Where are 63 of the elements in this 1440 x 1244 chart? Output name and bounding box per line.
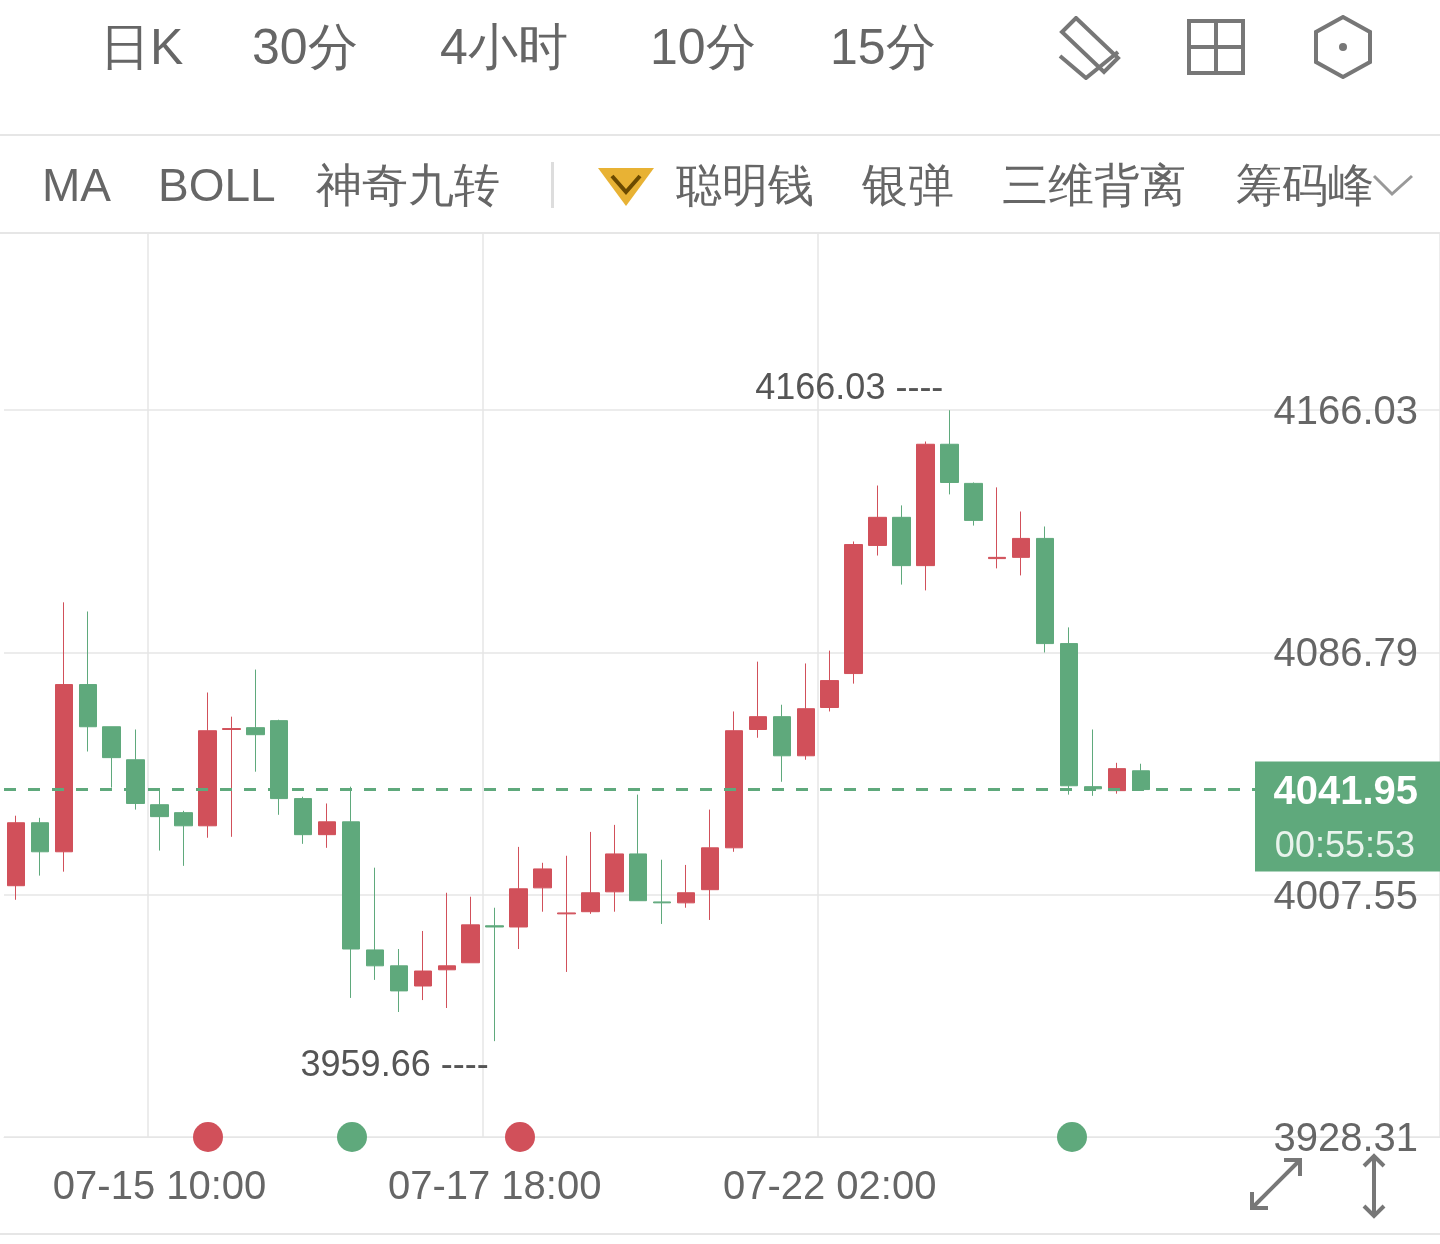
text: MA [42, 159, 112, 211]
annotation: 4166.03 ---- [755, 365, 944, 407]
candlestick [701, 809, 719, 921]
y-tick-label: 4086.79 [1273, 630, 1418, 675]
candlestick [797, 662, 815, 761]
candlestick [677, 864, 695, 909]
candlestick [174, 810, 193, 867]
x-tick-label: 07-22 02:00 [722, 1163, 937, 1207]
candlestick [820, 650, 839, 712]
candlestick [366, 867, 384, 981]
candlestick [964, 481, 983, 527]
candlestick [7, 815, 25, 901]
candlestick [198, 692, 217, 839]
text: 日K [100, 19, 184, 75]
candlestick [725, 710, 743, 853]
candlestick [605, 824, 624, 913]
text: 神奇九转 [316, 159, 500, 211]
candlestick [581, 831, 600, 915]
y-tick-label: 4166.03 [1273, 388, 1418, 433]
candlestick [222, 716, 241, 838]
text: 聪明钱 [676, 159, 814, 211]
text: 30分 [252, 19, 358, 75]
y-tick-label: 3928.31 [1273, 1115, 1418, 1159]
candlestick [533, 862, 552, 913]
candlestick [438, 892, 456, 1009]
x-tick-label: 07-17 18:00 [387, 1163, 602, 1207]
candlestick [31, 817, 49, 877]
candlestick [485, 907, 504, 1042]
y-tick-label: 4007.55 [1273, 872, 1418, 917]
candlestick [294, 796, 312, 845]
candlestick [246, 669, 265, 773]
candlestick [1012, 511, 1030, 576]
candlestick [55, 601, 73, 873]
text: 三维背离 [1002, 159, 1186, 211]
candlestick [844, 540, 863, 685]
text: 15分 [830, 19, 936, 75]
annotation: 00:55:53 [1274, 824, 1415, 866]
candlestick [916, 441, 935, 591]
candlestick [390, 948, 408, 1013]
candlestick [79, 610, 97, 753]
candlestick [629, 794, 647, 902]
candlestick [557, 855, 576, 973]
candlestick [1108, 762, 1126, 795]
candlestick [749, 661, 767, 739]
candlestick [868, 485, 887, 557]
candlestick [988, 486, 1006, 569]
candlestick [892, 504, 911, 586]
ref-line-label: 4041.95 [1273, 767, 1418, 812]
candlestick [1036, 526, 1054, 653]
candlestick [318, 802, 336, 849]
x-tick-label: 07-15 10:00 [52, 1163, 267, 1207]
text: 筹码峰 [1236, 159, 1374, 211]
annotation: 3959.66 ---- [300, 1042, 489, 1084]
text: BOLL [158, 159, 276, 211]
candlestick [940, 409, 959, 495]
text: 4小时 [440, 19, 568, 75]
candlestick [773, 704, 791, 783]
candlestick [509, 846, 528, 950]
text: 10分 [650, 19, 756, 75]
candlestick [653, 859, 671, 925]
candlestick [414, 930, 432, 1001]
text: 银弹 [861, 159, 954, 211]
candlestick [461, 896, 480, 964]
